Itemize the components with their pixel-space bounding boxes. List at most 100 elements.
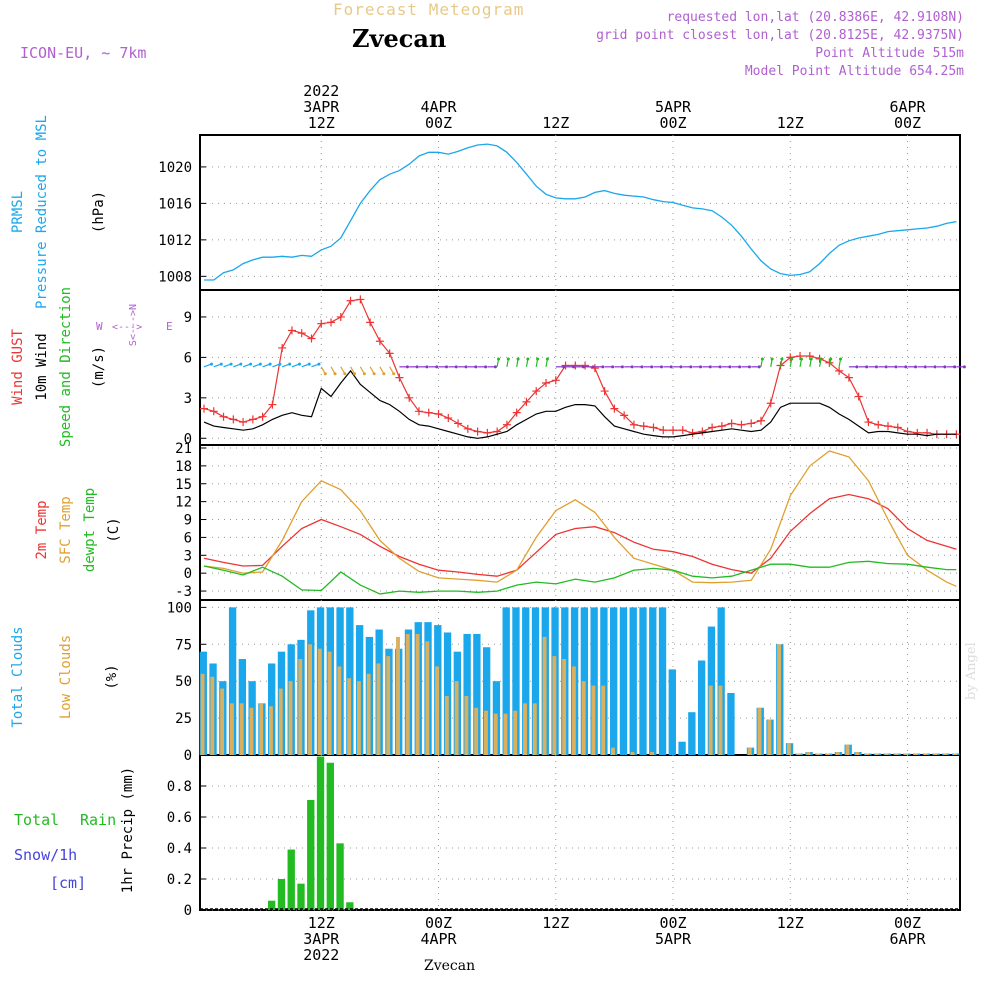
- gust-marker: [786, 353, 795, 362]
- gust-marker: [649, 423, 658, 432]
- wind-arrow-head: [601, 365, 605, 369]
- total-cloud-bar: [639, 607, 647, 755]
- gust-marker: [483, 428, 492, 437]
- model-label: ICON-EU, ~ 7km: [20, 44, 147, 62]
- wind-unit-label: (m/s): [91, 346, 107, 388]
- temp-unit-label: (C): [106, 517, 122, 542]
- wind-arrow-head: [445, 365, 449, 369]
- low-cloud-bar: [532, 703, 537, 755]
- compass-ns: S<--->N: [128, 304, 139, 346]
- total-cloud-bar: [228, 607, 237, 755]
- gust-marker: [366, 318, 375, 327]
- low-cloud-bar: [239, 703, 244, 755]
- t2m-label: 2m Temp: [34, 500, 50, 559]
- low-cloud-bar: [913, 753, 918, 755]
- wind-arrow-head: [933, 365, 937, 369]
- low-cloud-bar: [298, 659, 303, 755]
- total-cloud-bar: [600, 607, 608, 755]
- prmsl-line: [204, 143, 957, 281]
- top-time-label: 12Z: [777, 114, 804, 132]
- gust-marker: [473, 427, 482, 436]
- total-cloud-bar: [590, 607, 598, 755]
- low-cloud-bar: [777, 644, 782, 755]
- ytick-label: 1020: [158, 160, 192, 176]
- low-cloud-bar: [269, 706, 273, 755]
- panel-frame: [199, 289, 961, 446]
- wind-arrow-head: [669, 365, 673, 369]
- low-cloud-bar: [571, 666, 576, 755]
- low-cloud-bar: [943, 753, 948, 755]
- low-cloud-bar: [816, 753, 821, 755]
- low-cloud-bar: [229, 703, 234, 755]
- low-cloud-bar: [493, 713, 498, 755]
- wind-arrow-head: [258, 362, 262, 366]
- low-cloud-bar: [513, 710, 518, 755]
- low-cloud-bar: [904, 753, 909, 755]
- wind-arrow-head: [288, 362, 292, 366]
- low-cloud-bar: [337, 666, 342, 755]
- gust-marker: [200, 404, 208, 413]
- gust-marker: [884, 422, 892, 431]
- gust-marker: [551, 376, 560, 385]
- ytick-label: 100: [167, 600, 192, 616]
- station-name: Zvecan: [352, 24, 447, 53]
- low-cloud-bar: [835, 752, 840, 755]
- wind-arrow-head: [493, 365, 497, 369]
- ytick-label: 0.4: [167, 841, 192, 857]
- low-cloud-bar: [855, 752, 860, 755]
- precip-bar: [307, 799, 315, 910]
- low-cloud-bar: [523, 703, 527, 755]
- low-cloud-bar: [386, 656, 391, 755]
- precip-bar: [316, 756, 325, 910]
- ytick-label: 6: [184, 530, 192, 546]
- bottom-time-label: 3APR: [303, 930, 340, 948]
- gust-marker: [268, 400, 277, 409]
- ytick-label: 0: [184, 903, 192, 919]
- low-cloud-bar: [308, 644, 313, 755]
- precip-bar: [336, 843, 344, 910]
- gust-marker: [317, 319, 326, 328]
- low-cloud-bar: [825, 753, 830, 755]
- gust-marker: [581, 361, 590, 370]
- ytick-label: 1008: [158, 269, 192, 285]
- snow-label: Snow/1h: [14, 846, 77, 864]
- ytick-label: 12: [175, 495, 192, 511]
- gust-marker: [307, 334, 316, 343]
- bottom-time-label: 4APR: [420, 930, 457, 948]
- low-cloud-bar: [796, 753, 801, 755]
- wind-arrow-head: [780, 357, 784, 361]
- low-cloud-bar: [786, 743, 791, 755]
- gust-marker: [678, 426, 687, 435]
- gust-marker: [669, 426, 678, 435]
- top-time-label: 12Z: [308, 114, 335, 132]
- gust-marker: [278, 343, 287, 352]
- low-cloud-bar: [865, 753, 869, 755]
- low-cloud-bar: [650, 752, 655, 755]
- wind-arrow-head: [770, 357, 774, 361]
- wind-arrow-head: [708, 365, 712, 369]
- gust-marker: [219, 412, 228, 421]
- gust-marker: [708, 423, 717, 432]
- wind-arrow-head: [894, 365, 898, 369]
- wind-arrow-head: [323, 372, 327, 376]
- wind-arrow-head: [591, 365, 595, 369]
- total-cloud-bar: [482, 647, 491, 755]
- wind-arrow-head: [506, 357, 510, 361]
- low-cloud-bar: [806, 752, 811, 755]
- ytick-label: 0.6: [167, 810, 192, 826]
- low-cloud-bar: [396, 636, 400, 755]
- wind-arrow-head: [484, 365, 488, 369]
- top-time-label: 00Z: [425, 114, 452, 132]
- ytick-label: -3: [175, 584, 192, 600]
- low-cloud-bar: [483, 710, 488, 755]
- low-cloud-bar: [601, 685, 606, 755]
- precip-unit-label: 1hr Precip (mm): [120, 767, 136, 893]
- panel-frame: [199, 134, 961, 291]
- wind-arrow-head: [581, 365, 585, 369]
- gust-marker: [756, 416, 765, 425]
- precip-bar: [326, 762, 334, 910]
- total-cloud-bar: [502, 607, 510, 755]
- wind-arrow-head: [415, 365, 419, 369]
- low-cloud-bar: [376, 663, 381, 755]
- low-cloud-bar: [953, 753, 957, 755]
